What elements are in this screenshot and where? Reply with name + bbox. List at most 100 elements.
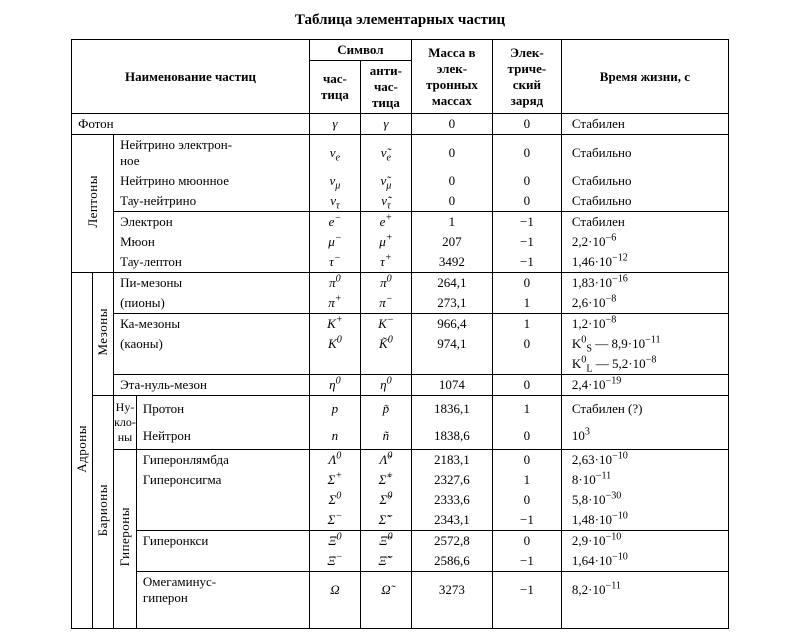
neutron-life: 103 — [561, 423, 728, 450]
tau-mass: 3492 — [411, 252, 492, 273]
row-pion0: Адроны Мезоны Пи-мезоны π0 π0 264,1 0 1,… — [72, 273, 729, 294]
pion-name: Пи-мезоны — [114, 273, 310, 294]
col-mass: Масса в элек- тронных массах — [411, 40, 492, 114]
nu-mu-name: Нейтрино мюонное — [114, 171, 310, 191]
eta-life: 2,4·10−19 — [561, 375, 728, 396]
xi-name: Гиперонкси — [136, 531, 309, 552]
neutron-chg: 0 — [492, 423, 561, 450]
row-pionp: (пионы) π+ π− 273,1 1 2,6·10−8 — [72, 293, 729, 314]
row-kaon0: (каоны) K0 K̃0 974,1 0 K0S — 8,9·10−11 — [72, 334, 729, 354]
kaon0-mass: 974,1 — [411, 334, 492, 354]
row-kaon0b: K0L — 5,2·10−8 — [72, 354, 729, 375]
col-charge: Элек- триче- ский заряд — [492, 40, 561, 114]
eta-name: Эта-нуль-мезон — [114, 375, 310, 396]
lambda-name: Гиперонлямбда — [136, 450, 309, 471]
muon-p: μ− — [309, 232, 360, 252]
pionp-a: π− — [360, 293, 411, 314]
col-antiparticle: анти- час- тица — [360, 61, 411, 114]
eta-p: η0 — [309, 375, 360, 396]
col-particle: час- тица — [309, 61, 360, 114]
xim-life: 1,64·10−10 — [561, 551, 728, 572]
kaon0-life: K0S — 8,9·10−11 — [561, 334, 728, 354]
pion0-chg: 0 — [492, 273, 561, 294]
proton-mass: 1836,1 — [411, 396, 492, 423]
omega-mass: 3273 — [411, 572, 492, 609]
nu-tau-chg: 0 — [492, 191, 561, 212]
page-title: Таблица элементарных частиц — [20, 12, 780, 29]
sigmam-a: Σ̃− — [360, 510, 411, 531]
lambda-chg: 0 — [492, 450, 561, 471]
sigmap-life: 8·10−11 — [561, 470, 728, 490]
kaon0-life2: K0L — 5,2·10−8 — [561, 354, 728, 375]
sigmap-a: Σ̃+ — [360, 470, 411, 490]
proton-a: p̃ — [360, 396, 411, 423]
sigmap-mass: 2327,6 — [411, 470, 492, 490]
photon-p: γ — [309, 114, 360, 135]
nu-e-name: Нейтрино электрон- ное — [114, 135, 310, 172]
tau-life: 1,46·10−12 — [561, 252, 728, 273]
xi0-p: Ξ0 — [309, 531, 360, 552]
photon-chg: 0 — [492, 114, 561, 135]
omega-life: 8,2·10−11 — [561, 572, 728, 609]
xi0-a: Ξ̃0 — [360, 531, 411, 552]
eta-mass: 1074 — [411, 375, 492, 396]
photon-name: Фотон — [72, 114, 310, 135]
group-leptons: Лептоны — [72, 135, 114, 273]
nu-mu-p: νμ — [309, 171, 360, 191]
row-proton: Барионы Ну- кло- ны Протон p p̃ 1836,1 1… — [72, 396, 729, 423]
xi0-mass: 2572,8 — [411, 531, 492, 552]
omega-p: Ω — [309, 572, 360, 609]
col-life: Время жизни, с — [561, 40, 728, 114]
sigma0-p: Σ0 — [309, 490, 360, 510]
electron-mass: 1 — [411, 212, 492, 233]
lambda-mass: 2183,1 — [411, 450, 492, 471]
tau-chg: −1 — [492, 252, 561, 273]
nu-mu-chg: 0 — [492, 171, 561, 191]
sigmap-p: Σ+ — [309, 470, 360, 490]
row-sigmam: Σ− Σ̃− 2343,1 −1 1,48·10−10 — [72, 510, 729, 531]
lambda-a: Λ̃0 — [360, 450, 411, 471]
row-omega: Омегаминус- гиперон Ω Ω̃ 3273 −1 8,2·10−… — [72, 572, 729, 609]
group-hyperons: Гипероны — [114, 450, 137, 629]
nu-tau-p: ντ — [309, 191, 360, 212]
group-nucleons: Ну- кло- ны — [114, 396, 137, 450]
sigma0-a: Σ̃0 — [360, 490, 411, 510]
electron-name: Электрон — [114, 212, 310, 233]
xim-chg: −1 — [492, 551, 561, 572]
nu-tau-name: Тау-нейтрино — [114, 191, 310, 212]
row-nu-e: Лептоны Нейтрино электрон- ное νe ν̃e 0 … — [72, 135, 729, 172]
sigma0-chg: 0 — [492, 490, 561, 510]
omega-chg: −1 — [492, 572, 561, 609]
row-photon: Фотон γ γ 0 0 Стабилен — [72, 114, 729, 135]
xim-p: Ξ− — [309, 551, 360, 572]
muon-life: 2,2·10−6 — [561, 232, 728, 252]
sigmam-chg: −1 — [492, 510, 561, 531]
group-baryons: Барионы — [93, 396, 114, 629]
kaon-blank — [114, 354, 310, 375]
electron-p: e− — [309, 212, 360, 233]
sigma0-mass: 2333,6 — [411, 490, 492, 510]
particles-table: Наименование частиц Символ Масса в элек-… — [71, 39, 729, 629]
nu-e-p: νe — [309, 135, 360, 172]
tau-p: τ− — [309, 252, 360, 273]
group-hadrons: Адроны — [72, 273, 93, 629]
nu-mu-life: Стабильно — [561, 171, 728, 191]
nu-e-mass: 0 — [411, 135, 492, 172]
pion0-p: π0 — [309, 273, 360, 294]
pionp-chg: 1 — [492, 293, 561, 314]
xim-mass: 2586,6 — [411, 551, 492, 572]
pion0-mass: 264,1 — [411, 273, 492, 294]
nu-tau-mass: 0 — [411, 191, 492, 212]
nu-tau-life: Стабильно — [561, 191, 728, 212]
header-row-1: Наименование частиц Символ Масса в элек-… — [72, 40, 729, 61]
row-lambda: Гипероны Гиперонлямбда Λ0 Λ̃0 2183,1 0 2… — [72, 450, 729, 471]
kaon-name2: (каоны) — [114, 334, 310, 354]
row-nu-tau: Тау-нейтрино ντ ν̃τ 0 0 Стабильно — [72, 191, 729, 212]
row-muon: Мюон μ− μ+ 207 −1 2,2·10−6 — [72, 232, 729, 252]
row-sigma0: Σ0 Σ̃0 2333,6 0 5,8·10−30 — [72, 490, 729, 510]
muon-chg: −1 — [492, 232, 561, 252]
kaon0-p: K0 — [309, 334, 360, 354]
kaonp-mass: 966,4 — [411, 314, 492, 335]
omega-a: Ω̃ — [360, 572, 411, 609]
sigma0-life: 5,8·10−30 — [561, 490, 728, 510]
